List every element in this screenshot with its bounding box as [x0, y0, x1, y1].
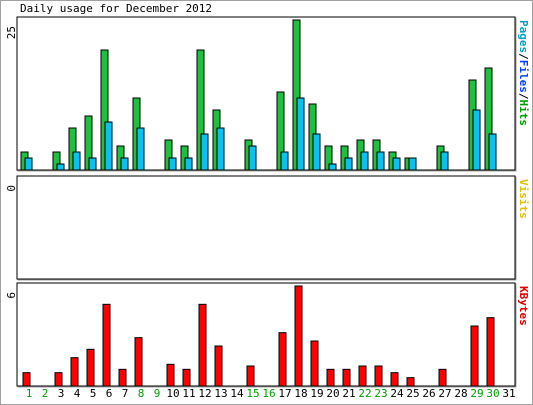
y-axis-label-part: Files	[517, 60, 530, 93]
bar	[214, 345, 223, 387]
x-tick-label: 11	[182, 387, 195, 400]
y-axis-label-part: /	[517, 93, 530, 100]
bar	[294, 285, 303, 387]
bar	[104, 121, 113, 171]
bar	[118, 368, 127, 387]
y-axis-label-part: Visits	[517, 179, 530, 219]
bar	[200, 133, 209, 171]
x-tick-label: 17	[278, 387, 291, 400]
x-tick-label: 8	[138, 387, 145, 400]
x-tick-label: 18	[294, 387, 307, 400]
bar	[342, 368, 351, 387]
bar	[102, 303, 111, 387]
bar	[246, 365, 255, 387]
x-tick-label: 7	[122, 387, 129, 400]
bar	[134, 337, 143, 387]
x-tick-label: 15	[246, 387, 259, 400]
bar	[472, 109, 481, 171]
bar	[390, 372, 399, 387]
x-tick-label: 30	[486, 387, 499, 400]
bar	[296, 97, 305, 171]
y-axis-label-part: Pages	[517, 20, 530, 53]
bar	[374, 365, 383, 387]
bar	[328, 163, 337, 171]
bar	[168, 157, 177, 171]
x-tick-label: 3	[58, 387, 65, 400]
bar	[54, 372, 63, 387]
bar	[72, 151, 81, 171]
y-tick-label: 25	[5, 26, 18, 39]
bar	[24, 157, 33, 171]
bar	[56, 163, 65, 171]
bar	[120, 157, 129, 171]
y-axis-label-part: KBytes	[517, 286, 530, 326]
x-tick-label: 20	[326, 387, 339, 400]
bar	[88, 157, 97, 171]
bar	[312, 133, 321, 171]
x-tick-label: 19	[310, 387, 323, 400]
bar	[22, 372, 31, 387]
bar	[136, 127, 145, 171]
x-tick-label: 16	[262, 387, 275, 400]
x-tick-label: 1	[26, 387, 33, 400]
x-tick-label: 13	[214, 387, 227, 400]
x-tick-label: 26	[422, 387, 435, 400]
bar	[360, 151, 369, 171]
x-tick-label: 5	[90, 387, 97, 400]
bar	[310, 340, 319, 387]
panel	[16, 282, 516, 387]
bar	[406, 377, 415, 387]
chart-title: Daily usage for December 2012	[20, 2, 212, 15]
x-tick-label: 12	[198, 387, 211, 400]
bar	[486, 317, 495, 387]
bar	[182, 368, 191, 387]
x-tick-label: 25	[406, 387, 419, 400]
x-tick-label: 29	[470, 387, 483, 400]
bar	[278, 332, 287, 387]
x-tick-label: 22	[358, 387, 371, 400]
bar	[86, 348, 95, 387]
bar	[344, 157, 353, 171]
x-tick-label: 27	[438, 387, 451, 400]
bar	[184, 157, 193, 171]
x-tick-label: 28	[454, 387, 467, 400]
bar	[358, 365, 367, 387]
x-tick-label: 2	[42, 387, 49, 400]
bar	[438, 368, 447, 387]
x-tick-label: 23	[374, 387, 387, 400]
y-axis-label-part: /	[517, 53, 530, 60]
bar	[392, 157, 401, 171]
y-axis-label: Visits	[517, 179, 530, 219]
bar	[326, 368, 335, 387]
bar	[488, 133, 497, 171]
y-axis-label: Pages/Files/Hits	[517, 20, 530, 126]
bar	[408, 157, 417, 171]
y-axis-label: KBytes	[517, 286, 530, 326]
x-tick-label: 21	[342, 387, 355, 400]
x-tick-label: 14	[230, 387, 244, 400]
bar	[470, 325, 479, 387]
y-axis-label-part: Hits	[517, 100, 530, 127]
bar	[440, 151, 449, 171]
bar	[216, 127, 225, 171]
y-tick-label: 6	[5, 292, 18, 299]
y-tick-label: 0	[5, 185, 18, 192]
bar	[376, 151, 385, 171]
x-tick-label: 6	[106, 387, 113, 400]
bar	[70, 357, 79, 387]
bar	[166, 363, 175, 387]
x-tick-label: 31	[502, 387, 515, 400]
x-tick-label: 24	[390, 387, 404, 400]
bar	[198, 303, 207, 387]
x-tick-label: 4	[74, 387, 81, 400]
bar	[280, 151, 289, 171]
x-tick-label: 10	[166, 387, 179, 400]
panel	[16, 175, 516, 280]
panel	[16, 16, 516, 171]
bar	[248, 145, 257, 171]
x-tick-label: 9	[154, 387, 161, 400]
